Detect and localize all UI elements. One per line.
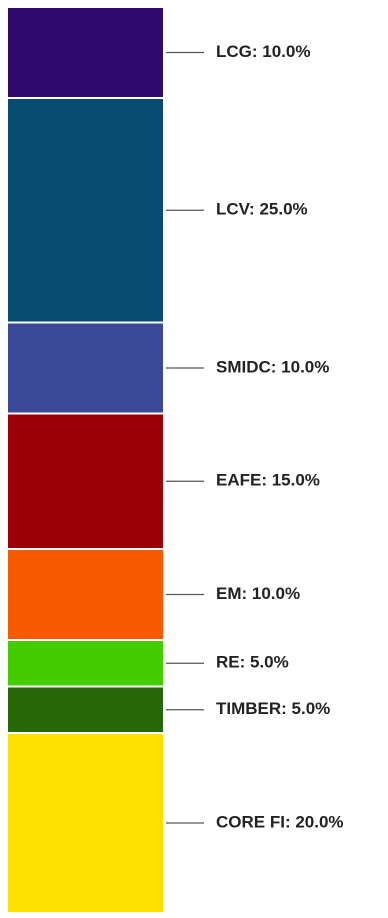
label-core-fi: CORE FI: 20.0%	[216, 812, 344, 831]
label-timber: TIMBER: 5.0%	[216, 699, 330, 718]
label-eafe: EAFE: 15.0%	[216, 471, 320, 490]
label-em: EM: 10.0%	[216, 584, 300, 603]
segment-smidc	[8, 323, 163, 413]
label-lcv: LCV: 25.0%	[216, 200, 308, 219]
bar-segments	[8, 8, 163, 912]
label-smidc: SMIDC: 10.0%	[216, 357, 329, 376]
segment-em	[8, 550, 163, 639]
label-lcg: LCG: 10.0%	[216, 42, 310, 61]
segment-eafe	[8, 414, 163, 548]
label-re: RE: 5.0%	[216, 653, 289, 672]
segment-lcg	[8, 8, 163, 97]
segment-lcv	[8, 99, 163, 322]
segment-core-fi	[8, 734, 163, 912]
segment-timber	[8, 687, 163, 732]
segment-labels: LCG: 10.0% LCV: 25.0% SMIDC: 10.0% EAFE: 15…	[216, 42, 344, 832]
segment-re	[8, 641, 163, 686]
leader-lines	[166, 51, 204, 824]
